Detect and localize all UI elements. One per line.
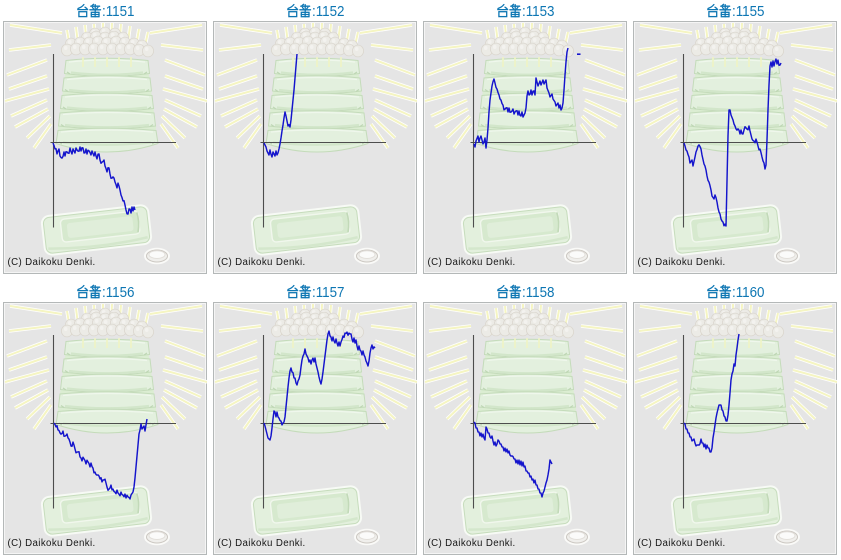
svg-text::1153: :1153: [522, 4, 555, 20]
svg-text::1160: :1160: [732, 285, 765, 301]
svg-text::1151: :1151: [102, 4, 135, 20]
svg-text::1158: :1158: [522, 285, 555, 301]
svg-text::1156: :1156: [102, 285, 135, 301]
svg-text::1152: :1152: [312, 4, 345, 20]
svg-text::1157: :1157: [312, 285, 345, 301]
svg-text::1155: :1155: [732, 4, 765, 20]
